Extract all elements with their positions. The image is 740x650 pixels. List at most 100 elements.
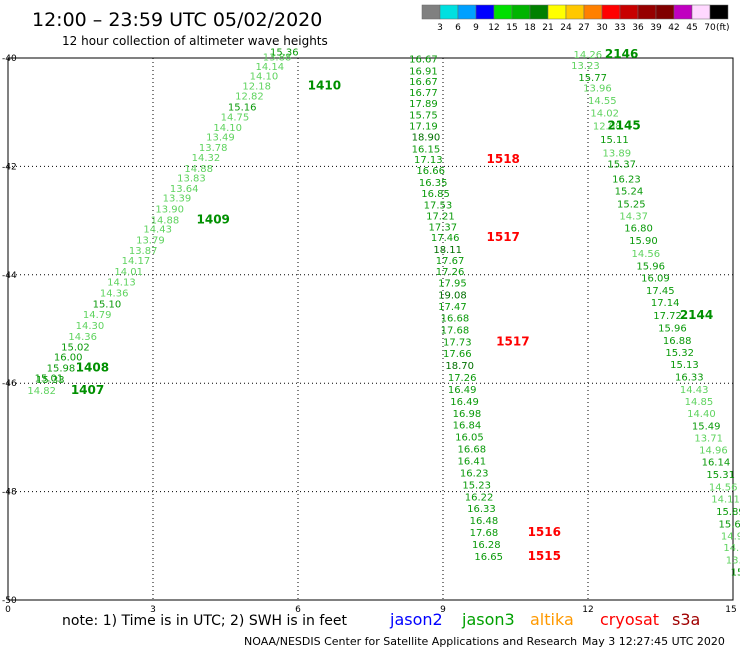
wave-height-label: 15.24 — [615, 187, 644, 198]
wave-height-label: 14.43 — [143, 225, 172, 236]
pass-time-label: 2144 — [680, 308, 713, 322]
pass-time-label: 1408 — [76, 360, 109, 374]
wave-height-label: 14.80 — [723, 543, 740, 554]
wave-height-label: 16.98 — [453, 409, 482, 420]
pass-time-label: 1515 — [528, 549, 561, 563]
pass-time-label: 1409 — [197, 212, 230, 226]
wave-height-label: 18.70 — [445, 361, 474, 372]
pass-time-label: 2146 — [605, 47, 638, 61]
wave-height-label: 19.08 — [438, 291, 467, 302]
wave-height-label: 17.21 — [426, 212, 455, 223]
wave-height-label: 17.26 — [436, 267, 465, 278]
wave-height-label: 13.78 — [199, 143, 228, 154]
legend-swatch — [673, 4, 693, 20]
wave-height-label: 17.95 — [438, 279, 467, 290]
pass-time-label: 1517 — [487, 230, 520, 244]
satellite-label: jason3 — [461, 610, 515, 629]
wave-height-label: 13.90 — [155, 204, 184, 215]
wave-height-label: 16.77 — [409, 88, 438, 99]
satellite-label: altika — [530, 610, 574, 629]
wave-height-label: 15.33 — [36, 375, 65, 386]
wave-height-label: 15.01 — [35, 374, 64, 385]
wave-height-label: 15.39 — [731, 568, 740, 579]
wave-height-label: 14.56 — [632, 249, 661, 260]
satellite-label: s3a — [672, 610, 700, 629]
wave-height-label: 16.41 — [458, 457, 487, 468]
legend-label: 42 — [668, 23, 679, 33]
wave-height-label: 15.11 — [600, 135, 629, 146]
legend-label: 27 — [578, 23, 589, 33]
wave-height-label: 15.89 — [716, 507, 740, 518]
y-tick-label: -46 — [2, 379, 17, 389]
x-tick-label: 3 — [150, 605, 156, 615]
satellite-label: jason2 — [389, 610, 443, 629]
wave-height-label: 13.51 — [726, 556, 740, 567]
wave-height-label: 17.73 — [443, 337, 472, 348]
legend-label: 15 — [506, 23, 517, 33]
chart-subtitle: 12 hour collection of altimeter wave hei… — [62, 34, 328, 48]
wave-height-label: 12.82 — [235, 92, 264, 103]
wave-height-label: 14.32 — [192, 153, 221, 164]
wave-height-label: 17.53 — [424, 201, 453, 212]
wave-height-label: 18.11 — [433, 245, 462, 256]
wave-height-label: 16.84 — [453, 421, 482, 432]
wave-height-label: 14.01 — [114, 267, 143, 278]
wave-height-label: 16.65 — [474, 552, 503, 563]
legend-swatch — [565, 4, 585, 20]
wave-height-label: 16.00 — [54, 352, 83, 363]
wave-height-label: 15.16 — [228, 103, 257, 114]
wave-height-label: 17.26 — [448, 373, 477, 384]
wave-height-label: 16.23 — [612, 175, 641, 186]
wave-height-label: 14.26 — [574, 50, 603, 61]
wave-height-label: 14.75 — [221, 112, 250, 123]
legend-swatch — [583, 4, 603, 20]
wave-height-label: 15.36 — [270, 47, 299, 58]
wave-height-label: 17.67 — [436, 256, 465, 267]
x-tick-label: 0 — [5, 605, 11, 615]
legend-label: 45 — [686, 23, 697, 33]
legend-swatch — [529, 4, 549, 20]
wave-height-label: 13.79 — [136, 235, 165, 246]
wave-height-label: 16.49 — [450, 397, 479, 408]
wave-height-label: 13.88 — [263, 53, 292, 64]
wave-height-label: 16.66 — [416, 166, 445, 177]
color-legend: 3 6 9 12 15 18 21 24 27 30 33 36 39 42 45 70 (ft) — [421, 4, 730, 33]
legend-unit: (ft) — [716, 23, 730, 33]
wave-height-label: 17.37 — [429, 222, 458, 233]
legend-swatch — [457, 4, 477, 20]
wave-height-label: 17.19 — [409, 122, 438, 133]
wave-height-label: 17.68 — [441, 325, 470, 336]
wave-height-label: 16.67 — [409, 77, 438, 88]
wave-height-label: 14.11 — [711, 494, 740, 505]
pass-time-label: 1517 — [496, 334, 529, 348]
wave-height-label: 15.13 — [670, 360, 699, 371]
wave-height-label: 14.36 — [100, 288, 129, 299]
wave-height-label: 14.30 — [76, 321, 105, 332]
legend-label: 70 — [704, 23, 716, 33]
wave-height-label: 15.23 — [462, 480, 491, 491]
legend-label: 24 — [560, 23, 572, 33]
y-tick-label: -44 — [2, 271, 17, 281]
wave-height-label: 15.25 — [617, 200, 646, 211]
wave-height-label: 14.88 — [151, 215, 180, 226]
wave-height-label: 13.96 — [583, 84, 612, 95]
wave-height-label: 17.14 — [651, 298, 680, 309]
wave-height-label: 14.13 — [107, 278, 136, 289]
wave-height-label: 16.49 — [448, 385, 477, 396]
wave-height-label: 16.35 — [419, 178, 448, 189]
wave-height-label: 17.89 — [409, 99, 438, 110]
wave-height-label: 16.48 — [470, 516, 499, 527]
legend-swatch — [475, 4, 495, 20]
wave-height-label: 14.88 — [184, 164, 213, 175]
wave-height-label: 13.23 — [571, 61, 600, 72]
wave-height-label: 15.96 — [636, 261, 665, 272]
legend-swatch — [421, 4, 441, 20]
wave-height-label: 16.33 — [467, 504, 496, 515]
wave-height-label: 13.83 — [177, 174, 206, 185]
x-tick-label: 9 — [440, 605, 446, 615]
wave-height-label: 16.15 — [412, 144, 441, 155]
wave-height-label: 16.68 — [458, 445, 487, 456]
legend-swatch — [655, 4, 675, 20]
legend-label: 12 — [488, 23, 499, 33]
wave-height-label: 14.43 — [680, 385, 709, 396]
